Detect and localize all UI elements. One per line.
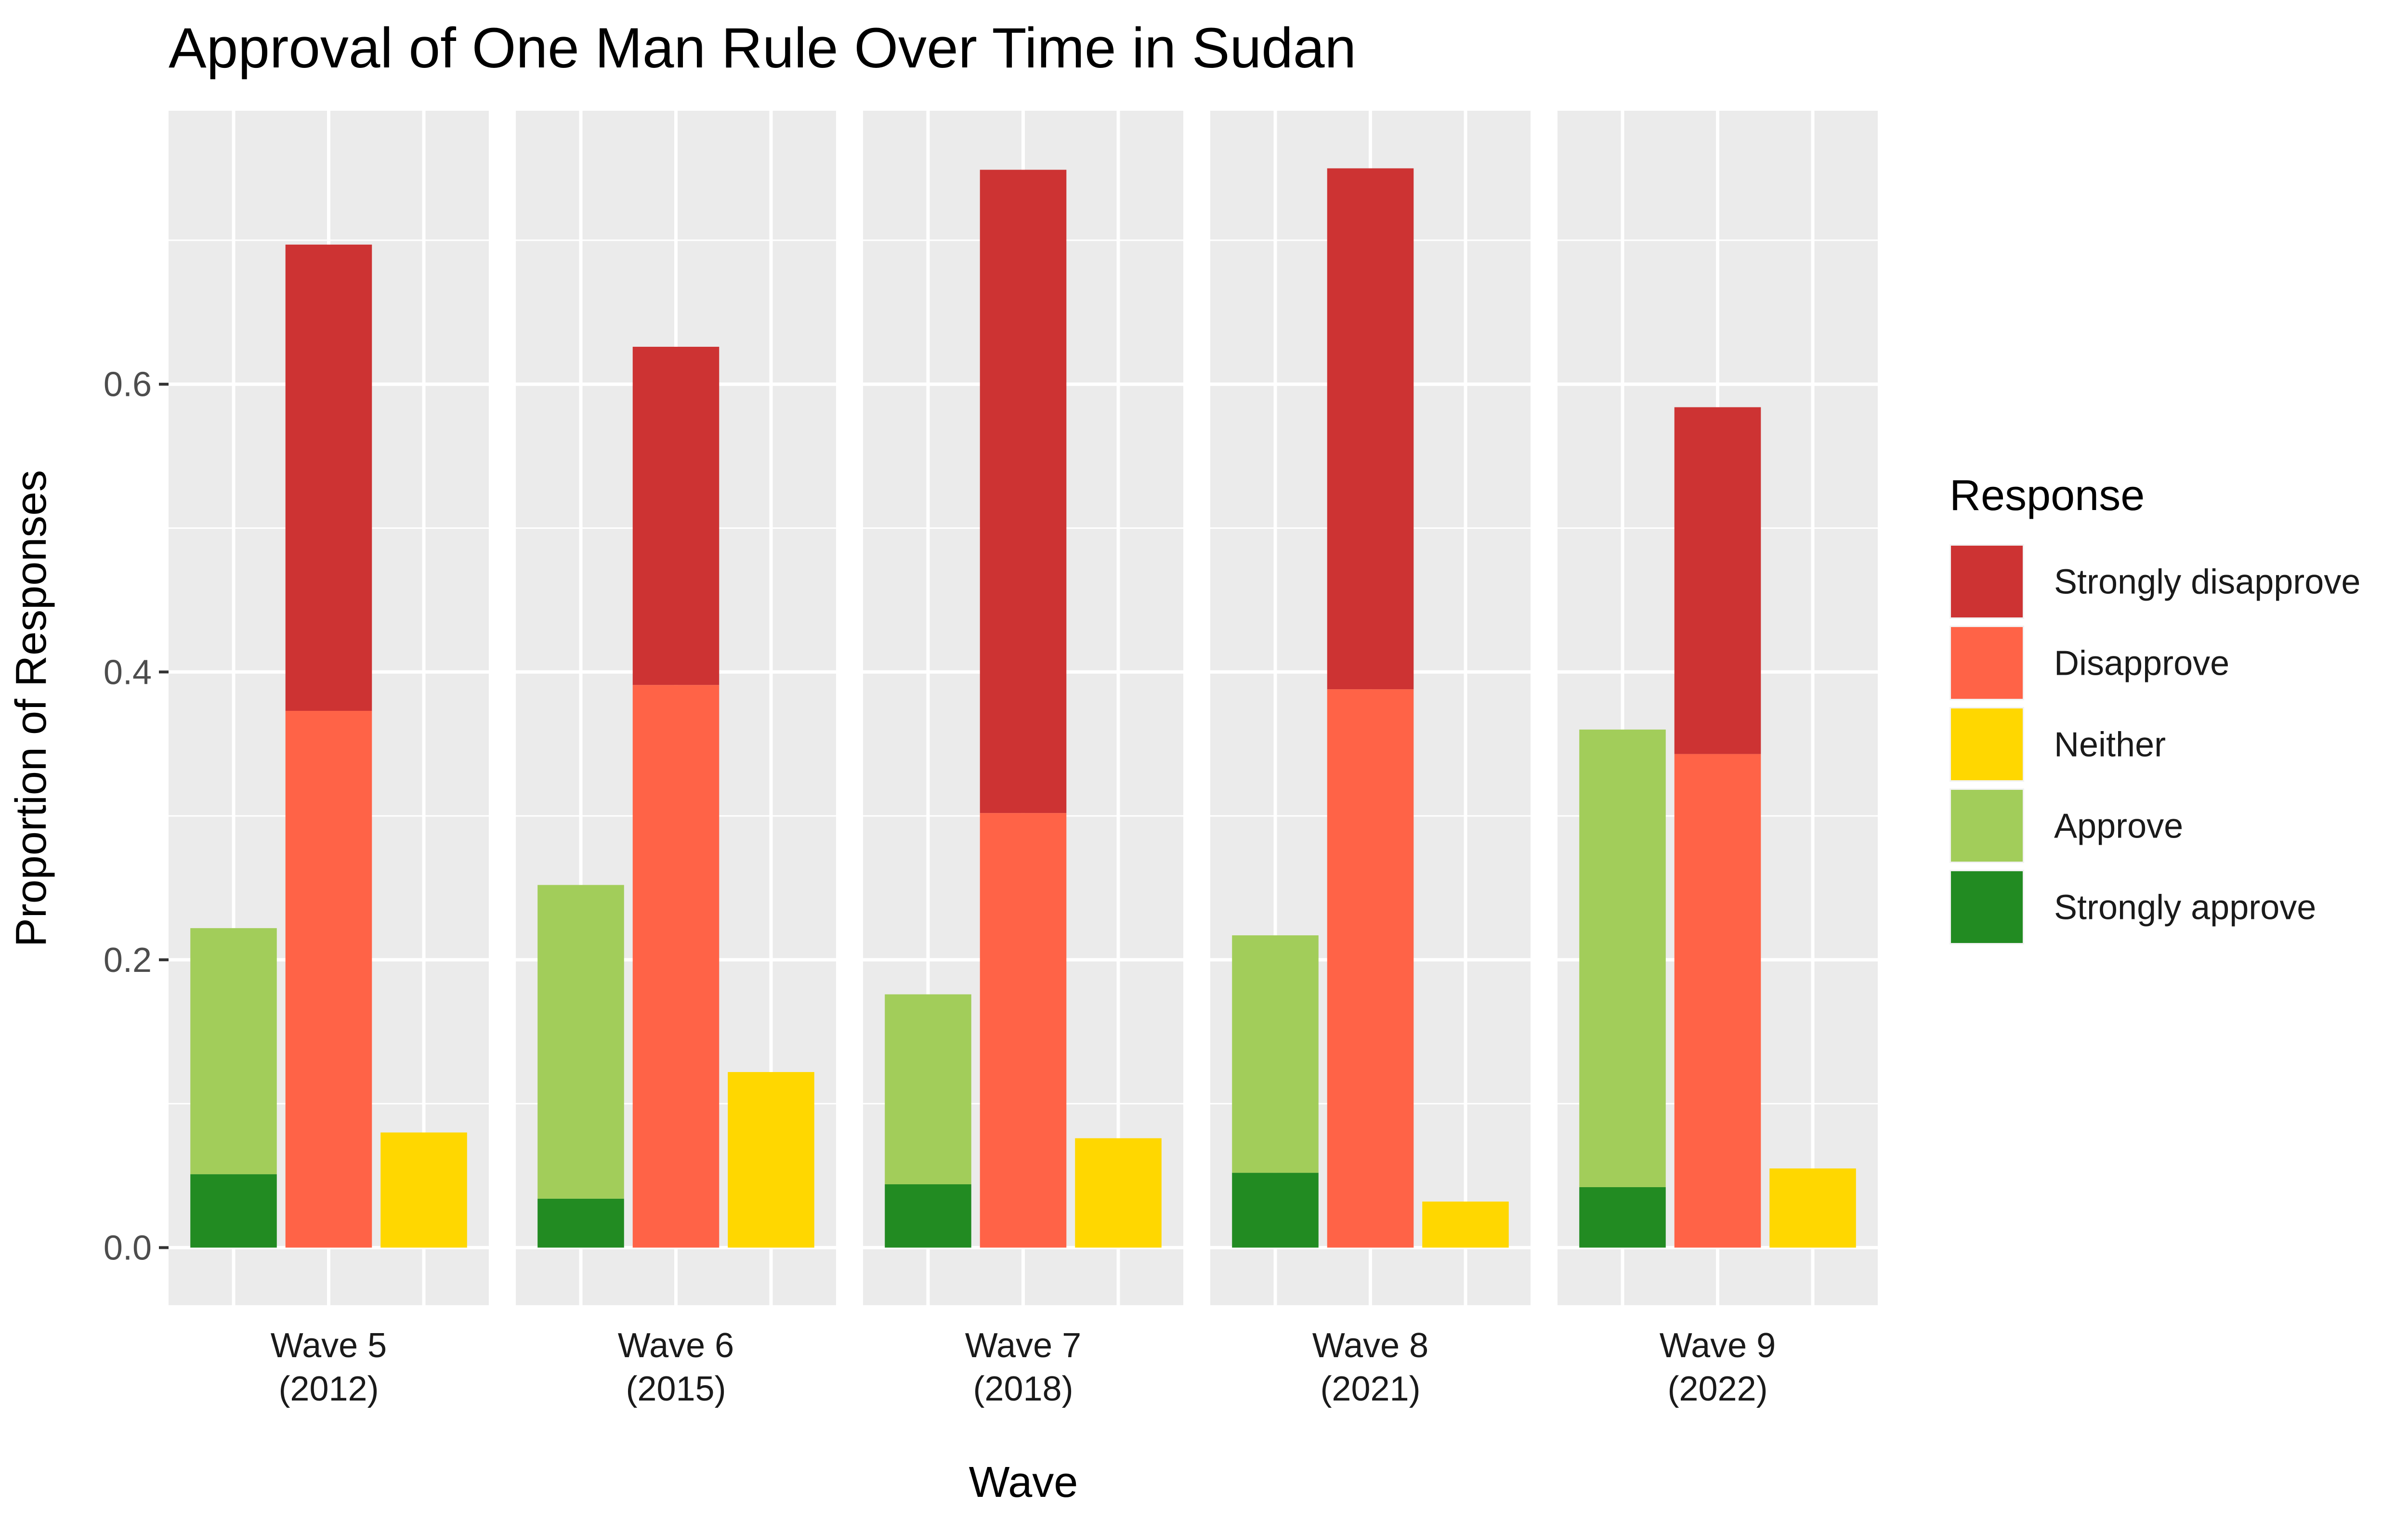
facet-label-wave: Wave 9 — [1660, 1326, 1776, 1365]
y-tick-label: 0.6 — [104, 366, 152, 404]
y-tick-label: 0.0 — [104, 1229, 152, 1267]
legend-swatch-disapprove — [1951, 627, 2023, 699]
y-tick-label: 0.2 — [104, 941, 152, 980]
legend-swatch-neither — [1951, 708, 2023, 780]
facet-label-wave: Wave 5 — [271, 1326, 387, 1365]
x-axis-title: Wave — [969, 1458, 1078, 1506]
bar-approve — [190, 928, 277, 1175]
bar-disapprove — [632, 685, 720, 1248]
facet-panel-4: Wave 8 (2021) — [1210, 111, 1531, 1408]
facet-label-year: (2022) — [1667, 1370, 1767, 1408]
y-axis: 0.0 0.2 0.4 0.6 — [104, 366, 169, 1267]
facet-label-year: (2015) — [626, 1370, 726, 1408]
facet-label-wave: Wave 6 — [618, 1326, 734, 1365]
legend-swatch-strongly-disapprove — [1951, 546, 2023, 617]
facet-label-year: (2012) — [278, 1370, 379, 1408]
facet-label-year: (2021) — [1320, 1370, 1420, 1408]
legend: Response Strongly disapprove Disapprove Ne… — [1950, 471, 2360, 944]
facet-label-year: (2018) — [973, 1370, 1073, 1408]
facet-panels: Wave 5(2012)Wave 6(2015)Wave 7(2018)Wave… — [169, 111, 1878, 1408]
facet-panel-3: Wave 7 (2018) — [863, 111, 1183, 1408]
facet-label-wave: Wave 7 — [965, 1326, 1081, 1365]
bar-strongly-approve — [537, 1198, 624, 1248]
bar-strongly-disapprove — [1327, 168, 1414, 690]
bar-disapprove — [285, 710, 372, 1248]
legend-label: Strongly disapprove — [2054, 563, 2360, 602]
bar-neither — [1075, 1138, 1162, 1248]
bar-strongly-approve — [190, 1174, 277, 1248]
bar-strongly-disapprove — [632, 347, 720, 685]
legend-label: Neither — [2054, 726, 2166, 764]
legend-title: Response — [1950, 471, 2145, 520]
bar-neither — [728, 1072, 814, 1248]
y-axis-title: Proportion of Responses — [7, 470, 55, 947]
bar-disapprove — [1674, 754, 1761, 1248]
bar-approve — [1232, 935, 1319, 1173]
bar-neither — [1422, 1201, 1509, 1248]
bar-strongly-approve — [1579, 1187, 1666, 1248]
facet-panel-5: Wave 9 (2022) — [1557, 111, 1878, 1408]
bar-strongly-disapprove — [980, 170, 1067, 813]
bar-approve — [885, 994, 971, 1185]
bar-approve — [537, 885, 624, 1199]
bar-strongly-disapprove — [285, 244, 372, 711]
legend-swatch-strongly-approve — [1951, 871, 2023, 943]
bar-neither — [380, 1132, 467, 1248]
legend-label: Approve — [2054, 807, 2183, 846]
legend-swatch-approve — [1951, 790, 2023, 862]
legend-label: Disapprove — [2054, 644, 2229, 683]
bar-strongly-approve — [1232, 1173, 1319, 1248]
bar-strongly-disapprove — [1674, 407, 1761, 754]
chart-title: Approval of One Man Rule Over Time in Su… — [169, 16, 1356, 80]
bar-strongly-approve — [885, 1184, 971, 1248]
bar-disapprove — [1327, 689, 1414, 1248]
facet-panel-1: Wave 5 (2012) — [169, 111, 489, 1408]
legend-label: Strongly approve — [2054, 889, 2316, 927]
y-tick-label: 0.4 — [104, 653, 152, 692]
facet-label-wave: Wave 8 — [1312, 1326, 1428, 1365]
bar-disapprove — [980, 813, 1067, 1248]
bar-approve — [1579, 729, 1666, 1187]
bar-neither — [1769, 1168, 1856, 1248]
facet-panel-2: Wave 6 (2015) — [516, 111, 836, 1408]
